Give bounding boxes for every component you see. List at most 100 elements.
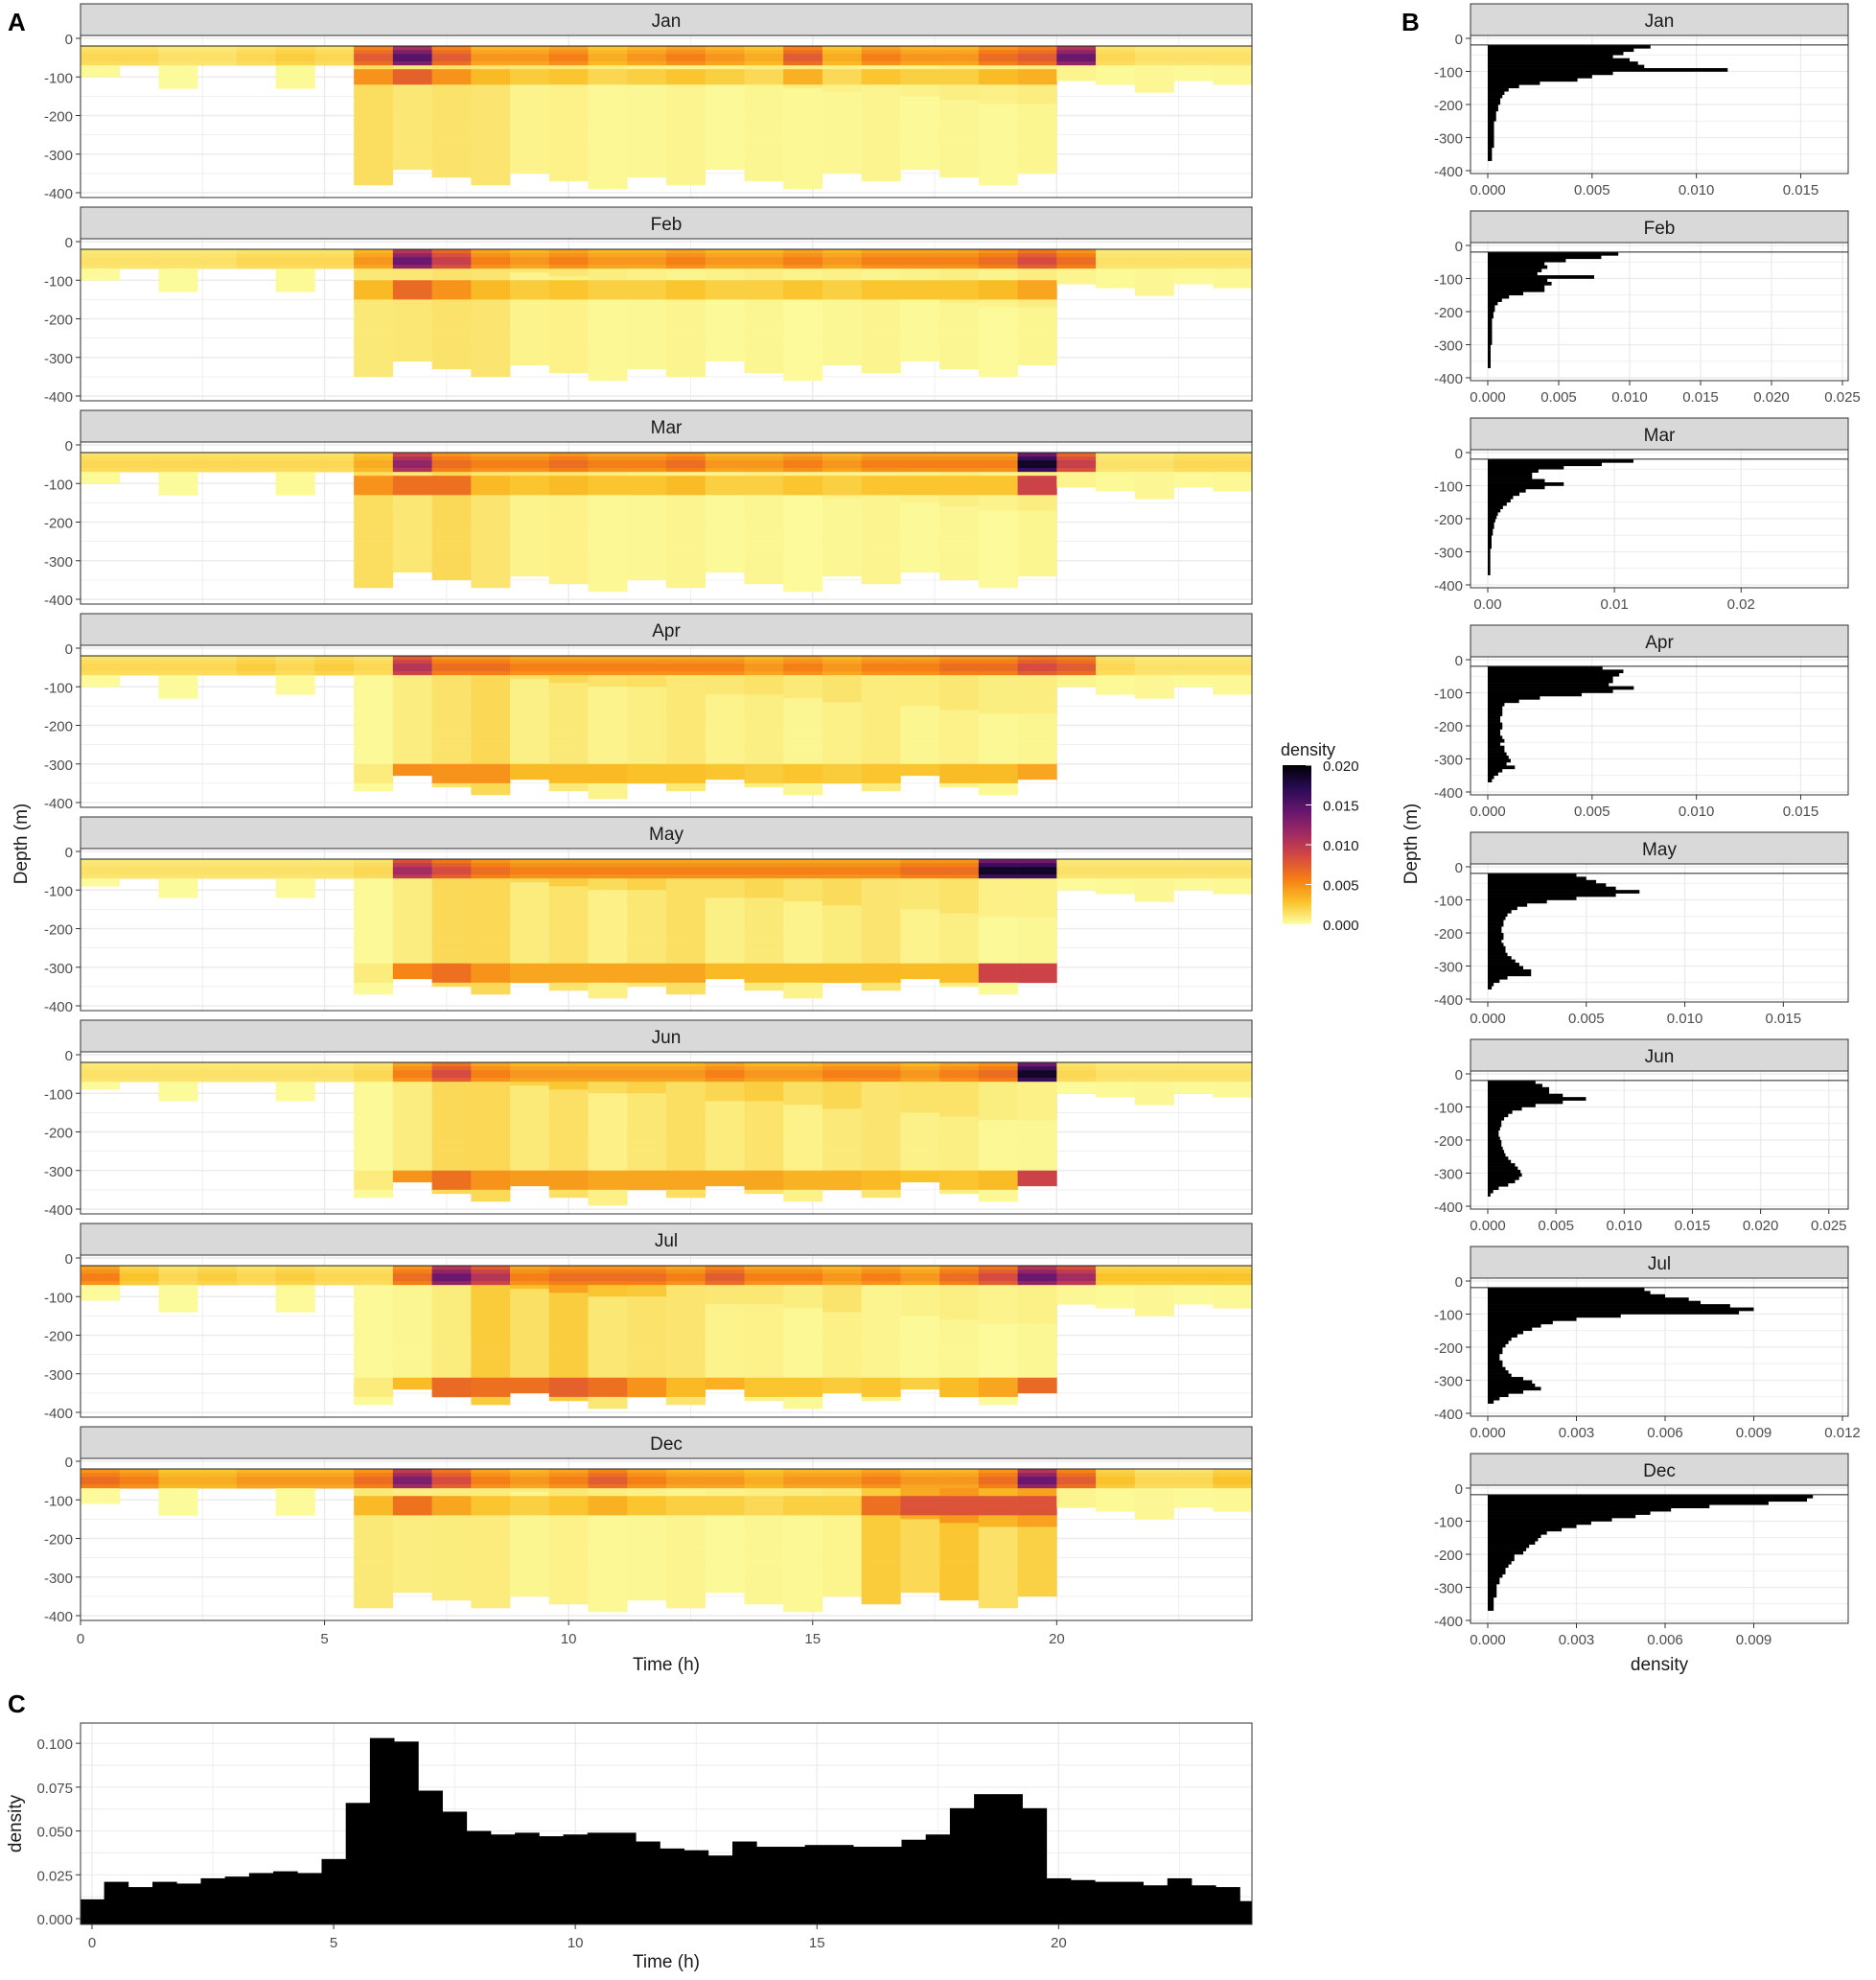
heat-cell bbox=[783, 775, 823, 780]
heat-cell bbox=[510, 506, 550, 511]
heat-cell bbox=[666, 1097, 706, 1102]
heat-cell bbox=[978, 157, 1018, 163]
heat-cell bbox=[354, 525, 394, 530]
heat-cell bbox=[275, 679, 315, 684]
heat-cell bbox=[939, 468, 980, 473]
heat-cell bbox=[666, 100, 706, 105]
heat-cell bbox=[822, 153, 862, 159]
heat-cell bbox=[861, 867, 901, 872]
heat-cell bbox=[783, 280, 823, 285]
heat-cell bbox=[548, 909, 589, 914]
heat-cell bbox=[666, 1358, 706, 1363]
heat-cell bbox=[548, 314, 589, 319]
heat-cell bbox=[431, 940, 472, 944]
heat-cell bbox=[744, 54, 784, 58]
heat-cell bbox=[900, 683, 940, 687]
heat-cell bbox=[510, 161, 550, 167]
heat-cell bbox=[588, 560, 628, 566]
heat-cell bbox=[939, 694, 980, 699]
heat-cell bbox=[744, 710, 784, 714]
heat-cell bbox=[666, 165, 706, 171]
heat-cell bbox=[588, 871, 628, 875]
heat-cell bbox=[627, 1078, 667, 1083]
heat-cell bbox=[588, 1293, 628, 1297]
heat-cell bbox=[978, 786, 1018, 792]
heat-cell bbox=[939, 464, 980, 469]
heat-cell bbox=[705, 1373, 745, 1379]
heat-cell bbox=[119, 456, 159, 461]
heat-cell bbox=[275, 50, 315, 55]
heat-cell bbox=[588, 1162, 628, 1168]
heat-cell bbox=[158, 65, 198, 70]
heat-cell bbox=[900, 253, 940, 258]
heat-cell bbox=[627, 1319, 667, 1324]
heat-cell bbox=[1134, 1070, 1174, 1075]
heat-cell bbox=[354, 533, 394, 538]
heat-cell bbox=[978, 96, 1018, 101]
heat-cell bbox=[978, 307, 1018, 312]
heat-cell bbox=[471, 368, 511, 374]
heat-cell bbox=[705, 499, 745, 503]
heat-cell bbox=[431, 759, 472, 765]
heat-cell bbox=[978, 1097, 1018, 1102]
heat-cell bbox=[627, 1312, 667, 1316]
heat-cell bbox=[783, 990, 823, 995]
heat-cell bbox=[548, 690, 589, 695]
heat-cell bbox=[1213, 878, 1253, 883]
heat-cell bbox=[471, 978, 511, 984]
heat-cell bbox=[822, 867, 862, 872]
heat-cell bbox=[783, 963, 823, 968]
heat-cell bbox=[900, 763, 940, 769]
heat-cell bbox=[431, 913, 472, 918]
heat-cell bbox=[119, 1277, 159, 1282]
heat-cell bbox=[744, 1362, 784, 1366]
heat-cell bbox=[1213, 261, 1253, 266]
heat-cell bbox=[510, 963, 550, 968]
heat-cell bbox=[744, 970, 784, 976]
heat-cell bbox=[627, 667, 667, 672]
heat-cell bbox=[392, 468, 432, 473]
heat-cell bbox=[588, 502, 628, 507]
heat-cell bbox=[627, 698, 667, 703]
heat-cell bbox=[822, 81, 862, 85]
heat-cell bbox=[588, 314, 628, 319]
heat-cell bbox=[354, 545, 394, 549]
heat-cell bbox=[548, 272, 589, 277]
heat-cell bbox=[1017, 357, 1057, 362]
heat-cell bbox=[1096, 1085, 1136, 1090]
heat-cell bbox=[471, 1373, 511, 1379]
heat-cell bbox=[939, 506, 980, 511]
heat-cell bbox=[1017, 107, 1057, 112]
heat-cell bbox=[1017, 878, 1057, 883]
heat-cell bbox=[1213, 453, 1253, 457]
heat-cell bbox=[627, 295, 667, 300]
heat-cell bbox=[666, 153, 706, 159]
heat-cell bbox=[705, 357, 745, 362]
heat-cell bbox=[783, 249, 823, 254]
heat-cell bbox=[588, 1362, 628, 1366]
heat-cell bbox=[1173, 886, 1214, 891]
heat-cell bbox=[81, 1285, 121, 1290]
heat-cell bbox=[588, 1177, 628, 1183]
heat-cell bbox=[666, 291, 706, 296]
heat-cell bbox=[1096, 660, 1136, 664]
heat-cell bbox=[392, 96, 432, 101]
heat-cell bbox=[1017, 1112, 1057, 1117]
heat-cell bbox=[627, 924, 667, 929]
heat-cell bbox=[900, 345, 940, 350]
panel-a-heatmaps: Jan0-100-200-300-400Feb0-100-200-300-400… bbox=[12, 3, 1253, 1675]
heat-cell bbox=[510, 479, 550, 484]
heat-cell bbox=[939, 345, 980, 350]
heat-cell bbox=[978, 1139, 1018, 1144]
heat-cell bbox=[354, 679, 394, 684]
heat-cell bbox=[471, 338, 511, 342]
heat-cell bbox=[431, 963, 472, 968]
heat-cell bbox=[744, 882, 784, 887]
heat-cell bbox=[978, 180, 1018, 186]
heat-cell bbox=[510, 1377, 550, 1383]
heat-cell bbox=[588, 894, 628, 898]
heat-cell bbox=[783, 690, 823, 695]
heat-cell bbox=[510, 1131, 550, 1136]
heat-cell bbox=[978, 702, 1018, 707]
heat-cell bbox=[354, 134, 394, 139]
